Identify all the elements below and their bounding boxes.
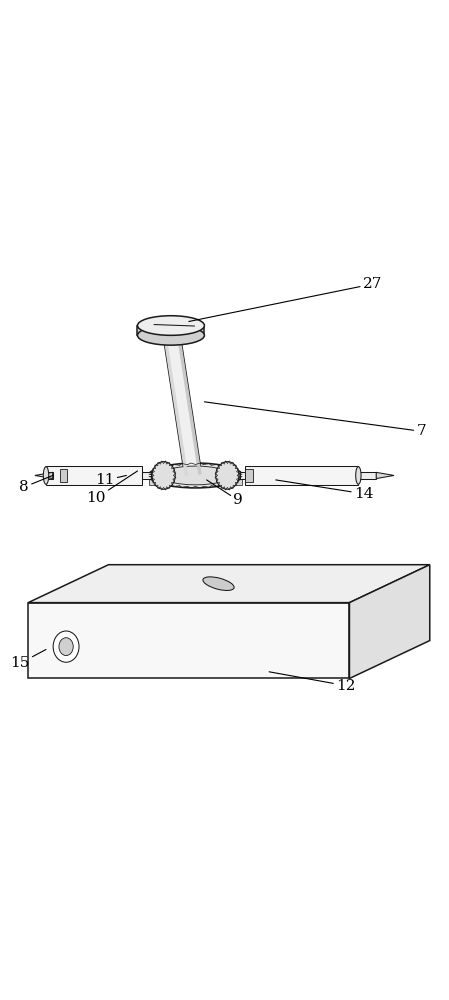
Polygon shape [376, 472, 394, 479]
Polygon shape [28, 565, 430, 603]
Text: 11: 11 [95, 473, 126, 487]
Ellipse shape [203, 577, 234, 590]
Ellipse shape [137, 326, 204, 345]
Ellipse shape [160, 466, 231, 485]
Ellipse shape [59, 638, 73, 656]
Polygon shape [358, 472, 376, 479]
Polygon shape [142, 472, 151, 479]
Ellipse shape [53, 631, 79, 662]
Polygon shape [176, 329, 202, 475]
Polygon shape [149, 479, 242, 485]
Polygon shape [163, 331, 188, 477]
Polygon shape [240, 472, 245, 479]
Polygon shape [163, 329, 202, 477]
Ellipse shape [149, 463, 242, 488]
Polygon shape [349, 565, 430, 678]
Polygon shape [246, 469, 253, 482]
Ellipse shape [137, 316, 204, 335]
Polygon shape [137, 326, 204, 335]
Text: 10: 10 [86, 471, 137, 505]
Text: 27: 27 [189, 277, 382, 322]
Text: 15: 15 [10, 649, 46, 670]
Text: 14: 14 [276, 480, 374, 501]
Polygon shape [28, 603, 349, 678]
Polygon shape [46, 472, 53, 479]
Ellipse shape [152, 462, 175, 489]
Ellipse shape [216, 462, 239, 489]
Polygon shape [46, 466, 142, 485]
Text: 8: 8 [19, 475, 53, 494]
Text: 7: 7 [204, 402, 426, 438]
Text: 12: 12 [269, 672, 356, 693]
Text: 9: 9 [207, 480, 243, 507]
Ellipse shape [356, 467, 361, 484]
Polygon shape [35, 472, 53, 479]
Ellipse shape [44, 467, 48, 484]
Polygon shape [60, 469, 67, 482]
Polygon shape [245, 466, 358, 485]
